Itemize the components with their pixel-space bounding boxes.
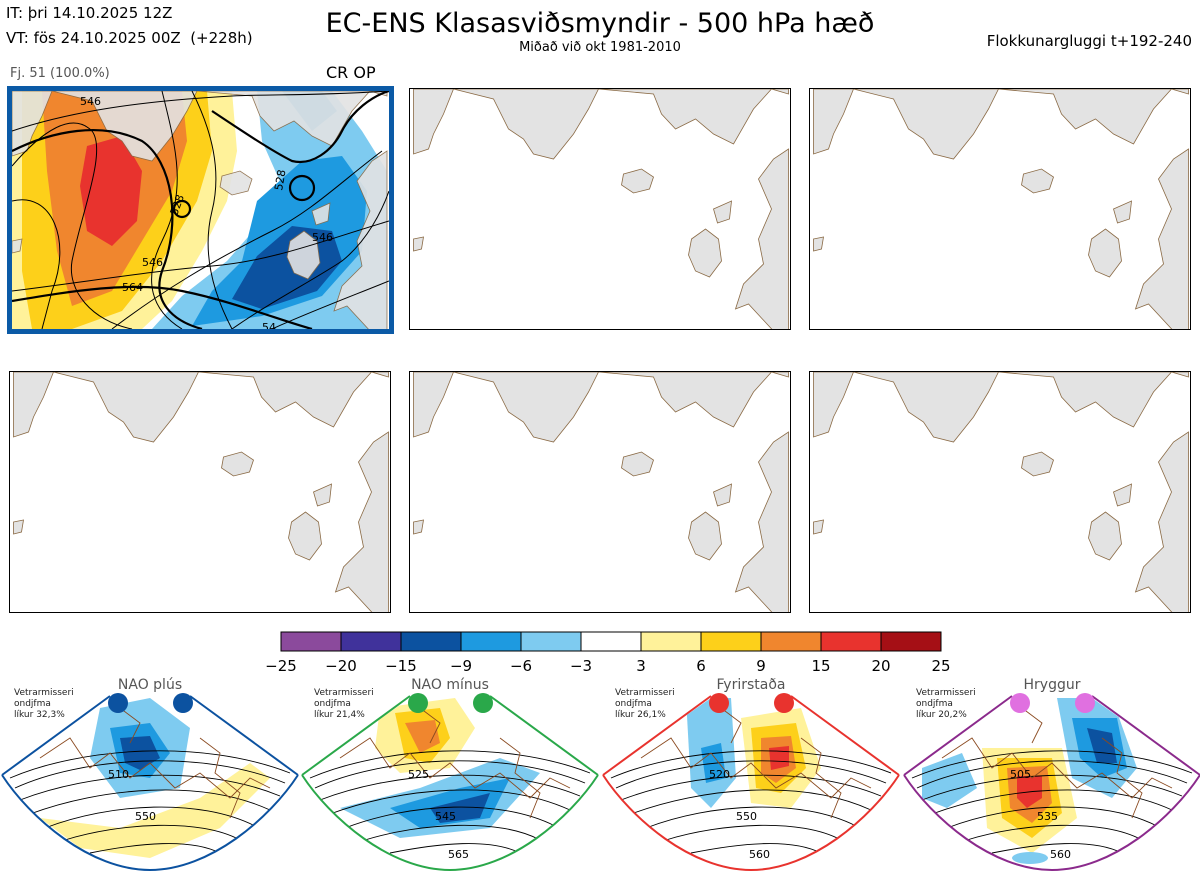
regime-dot [709, 693, 729, 713]
colorbar-cell [280, 631, 342, 652]
regime-contour-label: 505 [1010, 768, 1031, 781]
regime-title: Hryggur [1023, 677, 1081, 693]
colorbar-cell [880, 631, 942, 652]
colorbar-tick-label: −20 [325, 657, 357, 675]
colorbar-tick-label: −6 [509, 657, 533, 675]
colorbar-tick-label: −15 [385, 657, 417, 675]
regime-frame [1, 695, 299, 871]
cluster-map-1: 546 546 564 528 528 546 54 [7, 86, 394, 334]
regime-title: NAO plús [117, 677, 183, 693]
regime-contour-label: 550 [135, 810, 156, 823]
contour-label: 54 [262, 321, 276, 329]
valid-time: VT: fös 24.10.2025 00Z (+228h) [6, 29, 253, 47]
regime-contour-label: 560 [749, 848, 770, 861]
regime-probability: Vetrarmisseri ondjfma líkur 21,4% [314, 688, 374, 720]
regime-contour-label: 535 [1037, 810, 1058, 823]
regime-inset: 510 550 [0, 678, 300, 871]
regime-dot [173, 693, 193, 713]
colorbar-cell [460, 631, 522, 652]
contour-label: 546 [312, 231, 333, 244]
regime-dot [1075, 693, 1095, 713]
regime-contour-label: 550 [736, 810, 757, 823]
regime-probability: Vetrarmisseri ondjfma líkur 20,2% [916, 688, 976, 720]
cluster-map-3 [809, 88, 1191, 330]
classification-window: Flokkunargluggi t+192-240 [986, 32, 1192, 50]
regime-frame [903, 695, 1200, 871]
contour-label: 546 [80, 95, 101, 108]
colorbar-cell [520, 631, 582, 652]
initial-time: IT: þri 14.10.2025 12Z [6, 4, 173, 22]
regime-dot [774, 693, 794, 713]
regime-contour-label: 525 [408, 768, 429, 781]
colorbar-cell [640, 631, 702, 652]
cluster-map-6 [809, 371, 1191, 613]
regime-inset: 525 545 565 [300, 678, 600, 871]
anomaly-colorbar [280, 631, 942, 652]
colorbar-cell [820, 631, 882, 652]
regime-dot [1010, 693, 1030, 713]
colorbar-cell [760, 631, 822, 652]
regime-dot [408, 693, 428, 713]
colorbar-tick-label: 25 [931, 657, 951, 675]
climatology-subtitle: Miðað við okt 1981-2010 [519, 40, 681, 55]
colorbar-tick-label: −25 [265, 657, 297, 675]
regime-title: Fyrirstaða [716, 677, 786, 693]
regime-frame [301, 695, 599, 871]
page-title: EC-ENS Klasasviðsmyndir - 500 hPa hæð [325, 8, 875, 39]
control-op-marker: CR OP [326, 63, 376, 82]
colorbar-tick-label: 9 [756, 657, 766, 675]
regime-frame [602, 695, 900, 871]
colorbar-tick-label: 20 [871, 657, 891, 675]
member-count: Fj. 51 (100.0%) [10, 66, 110, 81]
regime-contour-label: 510 [108, 768, 129, 781]
colorbar-cell [700, 631, 762, 652]
colorbar-tick-label: 3 [636, 657, 646, 675]
cluster-map-5 [409, 371, 791, 613]
colorbar-tick-label: −3 [569, 657, 593, 675]
contour-label: 546 [142, 256, 163, 269]
colorbar-tick-label: −9 [449, 657, 473, 675]
colorbar-cell [580, 631, 642, 652]
contour-label: 528 [272, 169, 288, 192]
regime-title: NAO mínus [411, 677, 489, 693]
regime-contour-label: 545 [435, 810, 456, 823]
regime-inset: 505 535 560 [902, 678, 1200, 871]
cluster-map-2 [409, 88, 791, 330]
regime-contour-label: 565 [448, 848, 469, 861]
regime-inset: 520 550 560 [601, 678, 901, 871]
regime-dot [473, 693, 493, 713]
regime-contour-label: 520 [709, 768, 730, 781]
cluster-map-4 [9, 371, 391, 613]
colorbar-tick-label: 15 [811, 657, 831, 675]
colorbar-tick-label: 6 [696, 657, 706, 675]
contour-label: 564 [122, 281, 143, 294]
regime-dot [108, 693, 128, 713]
regime-contour-label: 560 [1050, 848, 1071, 861]
regime-probability: Vetrarmisseri ondjfma líkur 32,3% [14, 688, 74, 720]
regime-probability: Vetrarmisseri ondjfma líkur 26,1% [615, 688, 675, 720]
colorbar-cell [340, 631, 402, 652]
colorbar-cell [400, 631, 462, 652]
